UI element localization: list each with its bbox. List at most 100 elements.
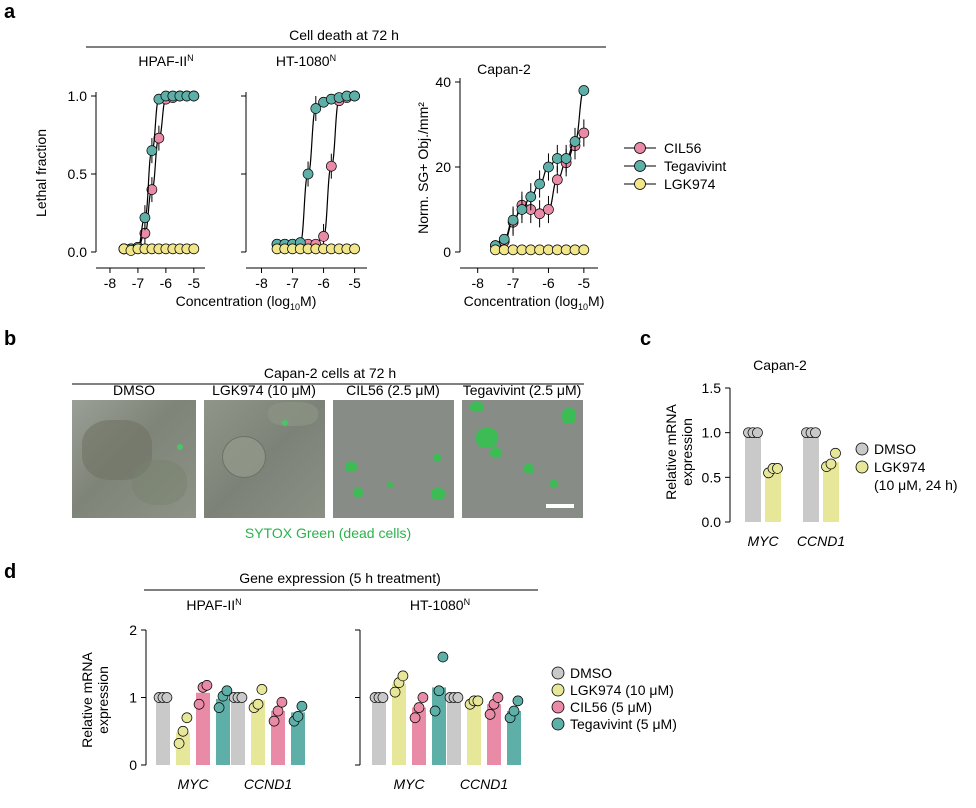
scale-bar	[546, 504, 574, 508]
bar	[507, 711, 521, 765]
replicate-point	[508, 705, 520, 717]
replicate-point	[256, 684, 268, 695]
replicate-point	[161, 692, 173, 703]
panel-b-header: Capan-2 cells at 72 h	[264, 365, 396, 381]
y-tick-label: 0.0	[702, 514, 722, 530]
data-point	[543, 204, 554, 215]
legend-label-lgk974-c: LGK974	[874, 459, 926, 475]
fit-curve	[123, 95, 194, 250]
replicate-point	[397, 670, 409, 682]
legend-label-dmso: DMSO	[874, 441, 916, 457]
replicate-point	[181, 712, 193, 724]
bar	[765, 470, 781, 522]
data-point	[310, 103, 322, 114]
y-tick-label: 0	[443, 244, 451, 260]
replicate-point	[236, 692, 248, 703]
x-tick-label: -5	[578, 275, 591, 291]
data-point	[534, 208, 545, 220]
replicate-point	[512, 695, 524, 707]
replicate-point	[810, 427, 821, 439]
x-tick-label: -7	[132, 275, 145, 291]
dead-cell	[470, 402, 484, 412]
cell-cluster	[132, 460, 187, 505]
data-point	[325, 160, 337, 172]
category-label: MYC	[177, 776, 209, 792]
bar	[447, 697, 461, 765]
micro-label-lgk974: LGK974 (10 μM)	[212, 382, 316, 398]
data-point	[139, 212, 151, 224]
data-point	[302, 168, 314, 180]
bar	[231, 697, 245, 765]
panel-c-ylabel-2: expression	[679, 418, 695, 486]
panel-letter-b: b	[4, 328, 16, 350]
legend-label-tegavivint: Tegavivint	[664, 158, 726, 174]
bar	[216, 698, 230, 765]
hpaf-title: HPAF-IIN	[138, 53, 193, 69]
data-point	[188, 90, 200, 102]
legend-marker-lgk974-c	[855, 460, 869, 474]
y-tick-label: 0	[129, 757, 137, 773]
y-tick-label: 1	[129, 690, 137, 706]
legend-d-label-dmso: DMSO	[570, 665, 612, 681]
bar	[803, 432, 819, 522]
dead-cell	[282, 420, 288, 426]
sytox-caption: SYTOX Green (dead cells)	[245, 525, 411, 541]
replicate-point	[472, 695, 484, 707]
bar	[432, 687, 446, 765]
legend-marker-tegavivint	[634, 160, 646, 172]
data-point	[146, 184, 158, 195]
legend-label-lgk974: LGK974	[664, 176, 716, 192]
replicate-point	[409, 712, 421, 724]
replicate-point	[492, 692, 504, 703]
category-label: CCND1	[244, 776, 292, 792]
data-point	[516, 204, 528, 215]
dead-cell	[490, 448, 502, 458]
replicate-point	[484, 709, 496, 720]
replicate-point	[452, 692, 464, 703]
data-point	[578, 85, 590, 96]
legend-d-marker-dmso	[551, 666, 565, 680]
micro-label-dmso: DMSO	[113, 382, 155, 398]
y-tick-label: 40	[435, 74, 451, 90]
data-point	[349, 243, 360, 255]
lethal-fraction-ylabel: Lethal fraction	[33, 129, 49, 217]
data-point	[507, 214, 519, 226]
legend-label-lgk974-dose: (10 μM, 24 h)	[874, 477, 958, 493]
data-point	[153, 132, 165, 144]
dead-cell	[345, 462, 357, 472]
dead-cell	[476, 428, 498, 448]
x-tick-label: -7	[507, 275, 520, 291]
ht1080-title: HT-1080N	[276, 53, 336, 69]
y-tick-label: 2	[129, 622, 137, 638]
replicate-point	[433, 685, 445, 697]
data-point	[560, 153, 572, 164]
x-tick-label: -5	[188, 275, 201, 291]
panel-d-ht-title: HT-1080N	[410, 597, 470, 613]
y-tick-label: 1.0	[702, 425, 722, 441]
x-tick-label: -8	[104, 275, 117, 291]
panel-a-header: Cell death at 72 h	[289, 27, 399, 43]
legend-label-cil56: CIL56	[664, 140, 702, 156]
y-tick-label: 0.0	[68, 244, 88, 260]
fit-curve	[123, 95, 194, 250]
sg-obj-ylabel: Norm. SG+ Obj./mm²	[415, 102, 431, 234]
replicate-point	[173, 738, 185, 749]
y-tick-label: 0.5	[702, 469, 722, 485]
panel-d-ylabel-1: Relative mRNA	[79, 652, 95, 748]
panel-a-legend: CIL56 Tegavivint LGK974	[624, 140, 726, 192]
legend-d-label-cil56: CIL56 (5 μM)	[570, 699, 652, 715]
bar	[251, 700, 265, 765]
concentration-xlabel-left: Concentration (log10M)	[176, 293, 317, 312]
capan2-title: Capan-2	[477, 61, 531, 77]
dead-cell	[431, 488, 445, 500]
replicate-point	[177, 725, 189, 737]
data-point	[543, 161, 554, 173]
replicate-point	[752, 427, 763, 439]
replicate-point	[413, 702, 425, 713]
category-label: MYC	[747, 533, 779, 549]
x-tick-label: -6	[160, 275, 173, 291]
micrograph-dmso	[72, 400, 196, 518]
legend-marker-cil56	[634, 142, 646, 154]
